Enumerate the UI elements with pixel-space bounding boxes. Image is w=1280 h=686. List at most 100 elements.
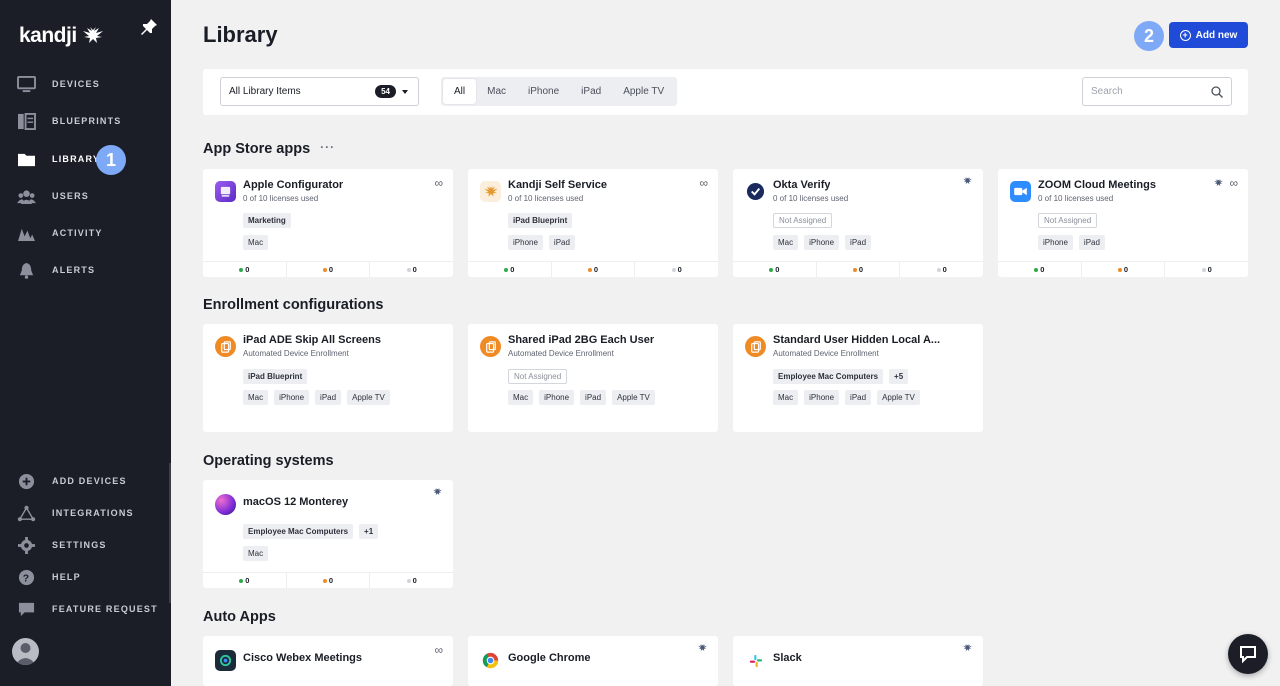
library-card-macos-monterey[interactable]: macOS 12 Monterey Employee Mac Computers… — [203, 480, 453, 588]
blueprint-tag: Marketing — [243, 213, 291, 228]
chat-widget-button[interactable] — [1228, 634, 1268, 674]
device-tag: iPad — [548, 235, 575, 250]
add-new-button[interactable]: + Add new — [1169, 22, 1248, 48]
avatar[interactable] — [12, 638, 39, 665]
library-card-webex[interactable]: Cisco Webex Meetings ∞ — [203, 636, 453, 686]
sidebar-item-users[interactable]: USERS — [16, 185, 89, 207]
tab-apple-tv[interactable]: Apple TV — [623, 86, 665, 97]
orange-dot-icon — [1117, 267, 1122, 272]
brand-name: kandji — [19, 24, 77, 47]
kandji-bee-icon — [698, 644, 707, 652]
card-subtitle: Automated Device Enrollment — [243, 349, 349, 358]
bell-icon — [19, 262, 33, 279]
stat-pending: 0 — [817, 262, 901, 277]
library-card-apple-configurator[interactable]: Apple Configurator 0 of 10 licenses used… — [203, 169, 453, 277]
device-tag: Apple TV — [612, 390, 655, 405]
orange-dot-icon — [852, 267, 857, 272]
bee-logo-icon — [82, 27, 103, 43]
stat-success: 0 — [468, 262, 552, 277]
more-blueprints-tag[interactable]: +5 — [889, 369, 909, 384]
sidebar-item-alerts[interactable]: ALERTS — [16, 259, 95, 281]
device-tag: iPad — [845, 390, 872, 405]
sidebar-item-label: HELP — [52, 572, 81, 582]
library-card-zoom[interactable]: ZOOM Cloud Meetings 0 of 10 licenses use… — [998, 169, 1248, 277]
gray-dot-icon — [671, 267, 676, 272]
tab-ipad[interactable]: iPad — [581, 86, 602, 97]
card-title: Apple Configurator — [243, 179, 344, 191]
device-tag: Apple TV — [877, 390, 920, 405]
device-tag: iPad — [315, 390, 342, 405]
tab-iphone[interactable]: iPhone — [528, 86, 560, 97]
card-subtitle: 0 of 10 licenses used — [508, 194, 584, 203]
sidebar-item-blueprints[interactable]: BLUEPRINTS — [16, 110, 122, 132]
library-card-okta-verify[interactable]: Okta Verify 0 of 10 licenses used Not As… — [733, 169, 983, 277]
stat-other: 0 — [370, 262, 453, 277]
more-options-icon[interactable]: ··· — [320, 139, 336, 154]
device-type-tabs: All Mac iPhone iPad Apple TV — [441, 77, 678, 106]
kandji-logo[interactable]: kandji — [19, 24, 105, 48]
card-subtitle: 0 of 10 licenses used — [773, 194, 849, 203]
stat-success: 0 — [998, 262, 1082, 277]
sidebar-scrollbar[interactable] — [169, 463, 171, 603]
plus-circle-icon — [18, 473, 34, 489]
tab-all[interactable]: All — [443, 79, 477, 104]
green-dot-icon — [769, 267, 774, 272]
sidebar-item-label: BLUEPRINTS — [52, 116, 122, 126]
blueprint-tag: iPad Blueprint — [243, 369, 308, 384]
library-card-chrome[interactable]: Google Chrome — [468, 636, 718, 686]
stat-other: 0 — [1165, 262, 1248, 277]
sidebar-item-integrations[interactable]: INTEGRATIONS — [16, 502, 134, 524]
more-blueprints-tag[interactable]: +1 — [359, 524, 379, 539]
card-title: Shared iPad 2BG Each User — [508, 334, 655, 346]
integrations-icon — [17, 505, 35, 521]
gray-dot-icon — [406, 267, 411, 272]
stat-other: 0 — [900, 262, 983, 277]
item-count-badge: 54 — [375, 85, 396, 98]
stat-success: 0 — [203, 262, 287, 277]
sidebar-item-label: ALERTS — [52, 265, 96, 275]
okta-verify-icon — [745, 181, 766, 202]
device-tag: iPad — [845, 235, 872, 250]
webex-icon — [215, 650, 236, 671]
sidebar-item-help[interactable]: ? HELP — [16, 566, 81, 588]
sidebar-item-label: ACTIVITY — [52, 228, 103, 238]
monitor-icon — [16, 75, 36, 92]
library-card-ipad-ade[interactable]: iPad ADE Skip All Screens Automated Devi… — [203, 324, 453, 432]
card-title: Standard User Hidden Local A... — [773, 334, 941, 346]
green-dot-icon — [239, 267, 244, 272]
search-icon[interactable] — [1211, 86, 1223, 98]
infinity-icon: ∞ — [434, 176, 443, 190]
search-input[interactable] — [1091, 86, 1206, 97]
library-card-shared-ipad[interactable]: Shared iPad 2BG Each User Automated Devi… — [468, 324, 718, 432]
infinity-icon: ∞ — [1229, 176, 1238, 190]
sidebar-item-feature-request[interactable]: FEATURE REQUEST — [16, 598, 158, 620]
card-stats: 0 0 0 — [203, 572, 453, 588]
sidebar-item-devices[interactable]: DEVICES — [16, 73, 100, 95]
device-tag: Mac — [508, 390, 534, 405]
stat-success: 0 — [733, 262, 817, 277]
enrollment-icon — [745, 336, 766, 357]
sidebar-item-settings[interactable]: SETTINGS — [16, 534, 107, 556]
sidebar: kandji DEVICES BLUEPRINTS LIBRARY 1 USER… — [0, 0, 171, 686]
card-stats: 0 0 0 — [733, 261, 983, 277]
sidebar-item-label: SETTINGS — [52, 540, 107, 550]
device-tag: Apple TV — [347, 390, 390, 405]
card-stats: 0 0 0 — [203, 261, 453, 277]
infinity-icon: ∞ — [434, 643, 443, 657]
library-card-kandji-self-service[interactable]: Kandji Self Service 0 of 10 licenses use… — [468, 169, 718, 277]
card-title: ZOOM Cloud Meetings — [1038, 179, 1156, 191]
sidebar-item-activity[interactable]: ACTIVITY — [16, 222, 103, 244]
library-card-slack[interactable]: Slack — [733, 636, 983, 686]
library-card-standard-user[interactable]: Standard User Hidden Local A... Automate… — [733, 324, 983, 432]
tab-mac[interactable]: Mac — [487, 86, 507, 97]
stat-other: 0 — [370, 573, 453, 588]
sidebar-item-library[interactable]: LIBRARY — [16, 148, 100, 170]
orange-dot-icon — [322, 578, 327, 583]
library-items-select[interactable]: All Library Items 54 — [220, 77, 419, 106]
card-title: Slack — [773, 652, 802, 664]
blueprint-tag: Not Assigned — [508, 369, 568, 384]
kandji-bee-icon — [963, 177, 972, 185]
sidebar-item-add-devices[interactable]: ADD DEVICES — [16, 470, 127, 492]
pin-icon[interactable] — [140, 18, 158, 36]
gear-icon — [17, 536, 35, 554]
